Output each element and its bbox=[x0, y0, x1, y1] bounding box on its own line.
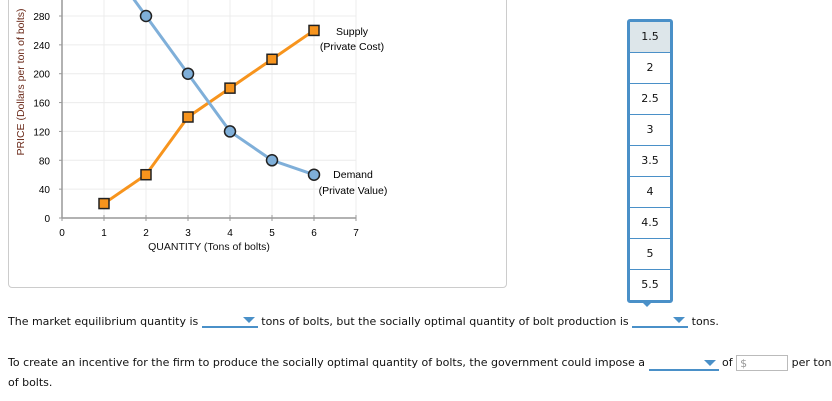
y-tick-label: 120 bbox=[33, 127, 50, 138]
dropdown-option[interactable]: 1.5 bbox=[630, 22, 670, 52]
supply-point bbox=[224, 82, 236, 94]
dropdown-pointer bbox=[641, 301, 653, 307]
demand-point bbox=[265, 154, 279, 167]
dropdown-option[interactable]: 4 bbox=[630, 177, 670, 207]
demand-point bbox=[181, 67, 195, 80]
dropdown-option[interactable]: 5.5 bbox=[630, 270, 670, 300]
question-text: per ton bbox=[791, 356, 832, 369]
optimal-quantity-dropdown[interactable] bbox=[632, 314, 689, 328]
x-tick-label: 2 bbox=[143, 228, 149, 239]
demand-point bbox=[307, 168, 321, 181]
x-tick-label: 7 bbox=[353, 228, 359, 239]
supply-demand-chart: 0 40 80 120 160 200 240 280 0 1 2 3 4 5 6 7 PRICE (Doll… bbox=[15, 0, 388, 253]
supply-label: Supply bbox=[336, 26, 369, 38]
question-text: The market equilibrium quantity is bbox=[8, 315, 199, 328]
chevron-down-icon bbox=[703, 360, 716, 366]
supply-point bbox=[98, 197, 110, 210]
x-tick-label: 6 bbox=[311, 228, 317, 239]
question-text: of bolts. bbox=[8, 376, 53, 389]
dropdown-option[interactable]: 3 bbox=[630, 115, 670, 145]
demand-curve bbox=[132, 0, 315, 177]
chevron-down-icon bbox=[673, 317, 686, 323]
quantity-dropdown-list[interactable]: 1.5 2 2.5 3 3.5 4 4.5 5 5.5 bbox=[627, 19, 673, 303]
dropdown-option[interactable]: 2.5 bbox=[630, 84, 670, 114]
graph-panel bbox=[8, 0, 507, 288]
question-text: of bbox=[722, 356, 733, 369]
supply-point bbox=[182, 111, 194, 123]
y-tick-label: 80 bbox=[39, 156, 51, 167]
dropdown-option[interactable]: 3.5 bbox=[630, 146, 670, 176]
x-tick-label: 0 bbox=[59, 228, 65, 239]
y-tick-label: 280 bbox=[33, 12, 50, 23]
dropdown-option[interactable]: 4.5 bbox=[630, 208, 670, 238]
x-tick-label: 3 bbox=[185, 228, 191, 239]
y-tick-label: 200 bbox=[33, 70, 50, 81]
y-tick-label: 160 bbox=[33, 99, 50, 110]
x-tick-label: 1 bbox=[101, 228, 107, 239]
chevron-down-icon bbox=[242, 317, 255, 323]
demand-sublabel: (Private Value) bbox=[319, 185, 388, 197]
supply-point bbox=[308, 24, 320, 37]
supply-point bbox=[140, 168, 152, 181]
amount-input[interactable]: $ bbox=[736, 355, 789, 371]
y-tick-label: 0 bbox=[44, 214, 50, 225]
supply-curve bbox=[103, 29, 315, 205]
question-text: To create an incentive for the firm to p… bbox=[8, 356, 646, 369]
question-line-1: The market equilibrium quantity is tons … bbox=[8, 314, 719, 328]
policy-type-dropdown[interactable] bbox=[648, 357, 719, 371]
equilibrium-quantity-dropdown[interactable] bbox=[201, 314, 258, 328]
demand-point bbox=[139, 9, 153, 23]
supply-sublabel: (Private Cost) bbox=[320, 41, 384, 53]
y-axis-label: PRICE (Dollars per ton of bolts) bbox=[15, 8, 27, 155]
dropdown-option[interactable]: 2 bbox=[630, 53, 670, 83]
y-tick-label: 240 bbox=[33, 41, 50, 52]
question-text: tons of bolts, but the socially optimal … bbox=[261, 315, 629, 328]
demand-label: Demand bbox=[333, 169, 373, 181]
y-tick-label: 40 bbox=[39, 185, 51, 196]
supply-point bbox=[266, 53, 278, 66]
dropdown-option[interactable]: 5 bbox=[630, 239, 670, 269]
x-tick-label: 4 bbox=[227, 228, 233, 239]
demand-point bbox=[223, 125, 237, 138]
x-tick-label: 5 bbox=[269, 228, 275, 239]
question-line-2: To create an incentive for the firm to p… bbox=[8, 355, 831, 371]
x-axis-label: QUANTITY (Tons of bolts) bbox=[148, 241, 270, 253]
question-text: tons. bbox=[691, 315, 719, 328]
